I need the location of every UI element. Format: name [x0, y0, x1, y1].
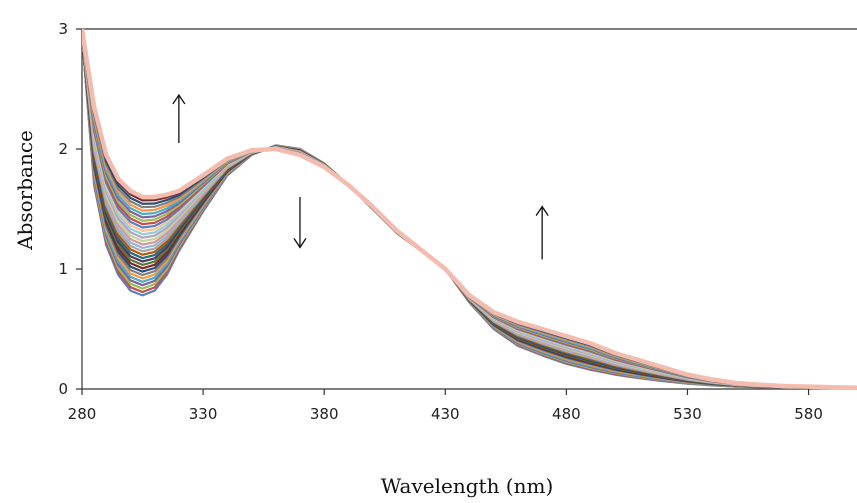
x-tick-label: 530 — [673, 405, 702, 423]
arrow-up-icon — [172, 93, 186, 143]
series-group — [82, 28, 857, 391]
arrow-up-icon — [535, 205, 549, 260]
y-tick-label: 3 — [58, 20, 68, 38]
annotation-group — [172, 93, 549, 260]
spectrum-series-30 — [82, 28, 857, 391]
y-tick-label: 0 — [58, 380, 68, 398]
spectrum-series-8 — [82, 33, 857, 390]
x-tick-label: 280 — [68, 405, 97, 423]
x-tick-label: 380 — [310, 405, 339, 423]
tick-group: 280 330 380 430 480 530 580 0 1 2 3 — [58, 20, 822, 423]
x-axis-title: Wavelength (nm) — [381, 474, 554, 498]
x-tick-label: 580 — [794, 405, 823, 423]
y-axis-title: Absorbance — [13, 130, 37, 251]
x-tick-label: 330 — [189, 405, 218, 423]
y-tick-label: 1 — [58, 260, 68, 278]
x-tick-label: 430 — [431, 405, 460, 423]
x-tick-label: 480 — [552, 405, 581, 423]
arrow-down-icon — [293, 197, 307, 249]
y-tick-label: 2 — [58, 140, 68, 158]
